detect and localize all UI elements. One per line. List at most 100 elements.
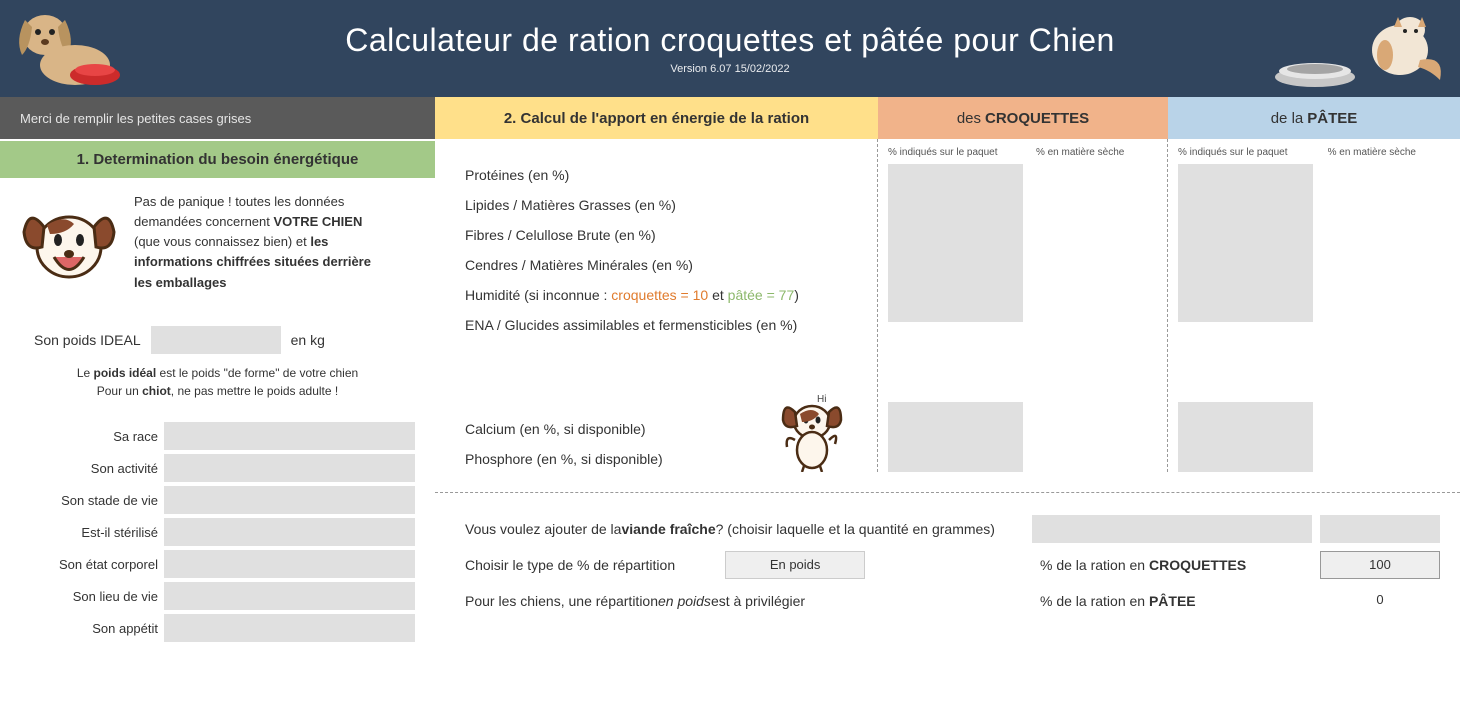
ration-croq-label: % de la ration en CROQUETTES (1040, 557, 1270, 573)
pw-help-2b: chiot (142, 384, 171, 398)
repartition-type-select[interactable]: En poids (725, 551, 865, 579)
attr-row: Son lieu de vie (14, 580, 421, 612)
fresh-meat-select[interactable] (1032, 515, 1312, 543)
patee-minerals-input-block[interactable] (1178, 402, 1313, 472)
svg-text:Hi: Hi (817, 394, 826, 405)
ideal-weight-unit: en kg (291, 332, 325, 348)
header: Calculateur de ration croquettes et pâté… (0, 0, 1460, 97)
note-b: en poids (658, 593, 711, 609)
attr-input-1[interactable] (164, 454, 415, 482)
attr-label: Son lieu de vie (14, 589, 164, 604)
ideal-weight-help: Le poids idéal est le poids "de forme" d… (14, 364, 421, 400)
meat-label-a: Vous voulez ajouter de la (465, 521, 621, 537)
ration-croq-value[interactable]: 100 (1320, 551, 1440, 579)
section1-title: 1. Determination du besoin énergétique (0, 139, 435, 178)
hum-patee: pâtée = 77 (728, 287, 795, 303)
page-title: Calculateur de ration croquettes et pâté… (345, 22, 1115, 59)
ideal-weight-input[interactable] (151, 326, 281, 354)
patee-prefix: de la (1271, 110, 1304, 127)
hum-suffix: ) (794, 287, 799, 303)
intro-l3b: les (310, 234, 328, 249)
patee-column: % indiqués sur le paquet % en matière sè… (1168, 139, 1460, 472)
repartition-row: Choisir le type de % de répartition En p… (465, 549, 1440, 581)
hum-mid: et (708, 287, 727, 303)
ration-patee-label: % de la ration en PÂTEE (1040, 593, 1270, 609)
repartition-label: Choisir le type de % de répartition (465, 557, 675, 573)
patee-nutrients-input-block[interactable] (1178, 164, 1313, 322)
fresh-meat-row: Vous voulez ajouter de la viande fraîche… (465, 513, 1440, 545)
left-column: Merci de remplir les petites cases grise… (0, 97, 435, 644)
croquettes-header: des CROQUETTES (878, 97, 1168, 139)
note-row: Pour les chiens, une répartition en poid… (465, 585, 1440, 617)
attr-label: Son appétit (14, 621, 164, 636)
croq-prefix: des (957, 110, 981, 127)
attr-label: Sa race (14, 429, 164, 444)
croq-bold: CROQUETTES (985, 110, 1089, 127)
intro-l2a: demandées concernent (134, 214, 273, 229)
nutrient-proteines: Protéines (en %) (465, 167, 877, 183)
ideal-weight-label: Son poids IDEAL (34, 332, 141, 348)
ration-patee-prefix: % de la ration en (1040, 593, 1149, 609)
ration-patee-value: 0 (1320, 587, 1440, 615)
attr-input-3[interactable] (164, 518, 415, 546)
hum-prefix: Humidité (si inconnue : (465, 287, 611, 303)
intro-l3a: (que vous connaissez bien) et (134, 234, 310, 249)
nutrient-ena: ENA / Glucides assimilables et fermensti… (465, 317, 877, 333)
nutrient-lipides: Lipides / Matières Grasses (en %) (465, 197, 877, 213)
attr-label: Son activité (14, 461, 164, 476)
cat-bowl-image (1270, 5, 1450, 90)
note-c: est à privilégier (711, 593, 805, 609)
attr-input-4[interactable] (164, 550, 415, 578)
pw-help-2c: , ne pas mettre le poids adulte ! (171, 384, 338, 398)
pw-help-b: poids idéal (94, 366, 157, 380)
attr-row: Son activité (14, 452, 421, 484)
ideal-weight-row: Son poids IDEAL en kg (34, 326, 421, 354)
nutrient-cendres: Cendres / Matières Minérales (en %) (465, 257, 877, 273)
main: Merci de remplir les petites cases grise… (0, 97, 1460, 644)
nutrients-area: Protéines (en %) Lipides / Matières Gras… (435, 139, 1460, 493)
croq-minerals-input-block[interactable] (888, 402, 1023, 472)
pw-help-2a: Pour un (97, 384, 142, 398)
note-a: Pour les chiens, une répartition (465, 593, 658, 609)
patee-bold: PÂTEE (1307, 110, 1357, 127)
section1-body: Pas de panique ! toutes les données dema… (0, 178, 435, 644)
patee-col1-header: % indiqués sur le paquet (1178, 147, 1328, 158)
attr-label: Est-il stérilisé (14, 525, 164, 540)
dog-image (10, 5, 125, 90)
attr-input-5[interactable] (164, 582, 415, 610)
right-column: 2. Calcul de l'apport en énergie de la r… (435, 97, 1460, 644)
intro-l4: informations chiffrées situées derrière (134, 254, 371, 269)
patee-col2-header: % en matière sèche (1328, 147, 1450, 158)
nutrient-labels: Protéines (en %) Lipides / Matières Gras… (435, 139, 878, 472)
ration-croq-bold: CROQUETTES (1149, 557, 1246, 573)
bottom-area: Vous voulez ajouter de la viande fraîche… (435, 493, 1460, 631)
attr-label: Son état corporel (14, 557, 164, 572)
section2-header: 2. Calcul de l'apport en énergie de la r… (435, 97, 1460, 139)
ration-patee-bold: PÂTEE (1149, 593, 1196, 609)
croq-col2-header: % en matière sèche (1036, 147, 1157, 158)
nutrient-humidite: Humidité (si inconnue : croquettes = 10 … (465, 287, 877, 303)
intro-l1: Pas de panique ! toutes les données (134, 194, 344, 209)
meat-label-c: ? (choisir laquelle et la quantité en gr… (716, 521, 995, 537)
attr-row: Son stade de vie (14, 484, 421, 516)
croq-nutrients-input-block[interactable] (888, 164, 1023, 322)
pw-help-a: Le (77, 366, 94, 380)
hum-croq: croquettes = 10 (611, 287, 708, 303)
attr-input-0[interactable] (164, 422, 415, 450)
attr-label: Son stade de vie (14, 493, 164, 508)
intro-text: Pas de panique ! toutes les données dema… (134, 192, 371, 293)
version-label: Version 6.07 15/02/2022 (670, 63, 789, 75)
nutrient-fibres: Fibres / Celullose Brute (en %) (465, 227, 877, 243)
attr-row: Son état corporel (14, 548, 421, 580)
fresh-meat-qty-input[interactable] (1320, 515, 1440, 543)
section2-title: 2. Calcul de l'apport en énergie de la r… (435, 97, 878, 139)
attr-row: Est-il stérilisé (14, 516, 421, 548)
dog-cartoon-icon (14, 192, 124, 302)
attr-input-6[interactable] (164, 614, 415, 642)
meat-label-b: viande fraîche (621, 521, 715, 537)
patee-header: de la PÂTEE (1168, 97, 1460, 139)
attr-input-2[interactable] (164, 486, 415, 514)
croquettes-column: % indiqués sur le paquet % en matière sè… (878, 139, 1168, 472)
dog-hi-icon: Hi (777, 392, 847, 472)
instruction-bar: Merci de remplir les petites cases grise… (0, 97, 435, 139)
